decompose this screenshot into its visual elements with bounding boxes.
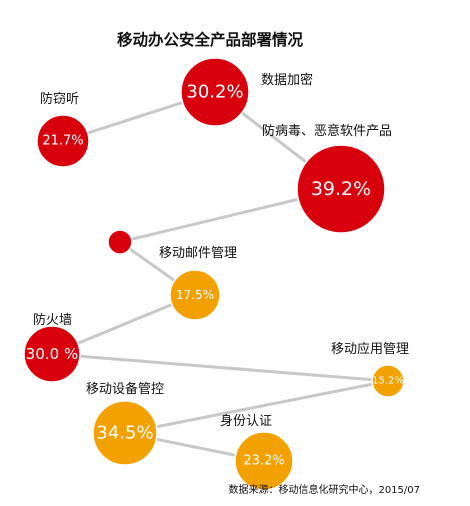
bubble — [371, 364, 405, 398]
data-source-note: 数据来源：移动信息化研究中心，2015/07 — [228, 483, 420, 496]
connector-line — [123, 379, 390, 435]
bubble-value-label: 15.2% — [372, 376, 404, 387]
bubbles: 21.7% 30.2% 39.2% 17.5% 30.0 % 15.2% 34.5% 23.2… — [23, 57, 405, 491]
bubble — [107, 229, 133, 255]
item-name-label: 数据加密 — [261, 72, 313, 88]
connector-line — [50, 352, 390, 383]
bubble-value-label: 34.5% — [96, 423, 153, 444]
bubble — [180, 57, 250, 127]
bubble-value-label: 39.2% — [311, 178, 371, 200]
bubble-value-label: 17.5% — [176, 288, 214, 302]
bubble — [296, 144, 386, 234]
item-labels: 防窃听 数据加密防病毒、恶意软件产品移动邮件管理防火墙移动应用管理移动设备管控身份… — [33, 72, 409, 429]
bubble-value-label: 30.2% — [186, 82, 243, 103]
item-name-label: 防窃听 — [40, 91, 79, 107]
item-name-label: 防火墙 — [33, 312, 72, 328]
item-name-label: 移动邮件管理 — [159, 246, 237, 261]
bubble-value-label: 23.2% — [243, 454, 284, 469]
chart-title: 移动办公安全产品部署情况 — [117, 30, 304, 49]
bubble — [169, 269, 221, 321]
bubble — [36, 114, 90, 168]
bubble — [92, 400, 158, 466]
item-name-label: 移动应用管理 — [331, 341, 409, 357]
item-name-label: 移动设备管控 — [86, 381, 164, 397]
bubble-value-label: 30.0 % — [26, 345, 78, 363]
item-name-label: 身份认证 — [220, 413, 272, 429]
bubble — [23, 325, 81, 383]
bubble-value-label: 21.7% — [42, 134, 83, 149]
bubble — [234, 431, 294, 491]
item-name-label: 防病毒、恶意软件产品 — [262, 123, 392, 139]
